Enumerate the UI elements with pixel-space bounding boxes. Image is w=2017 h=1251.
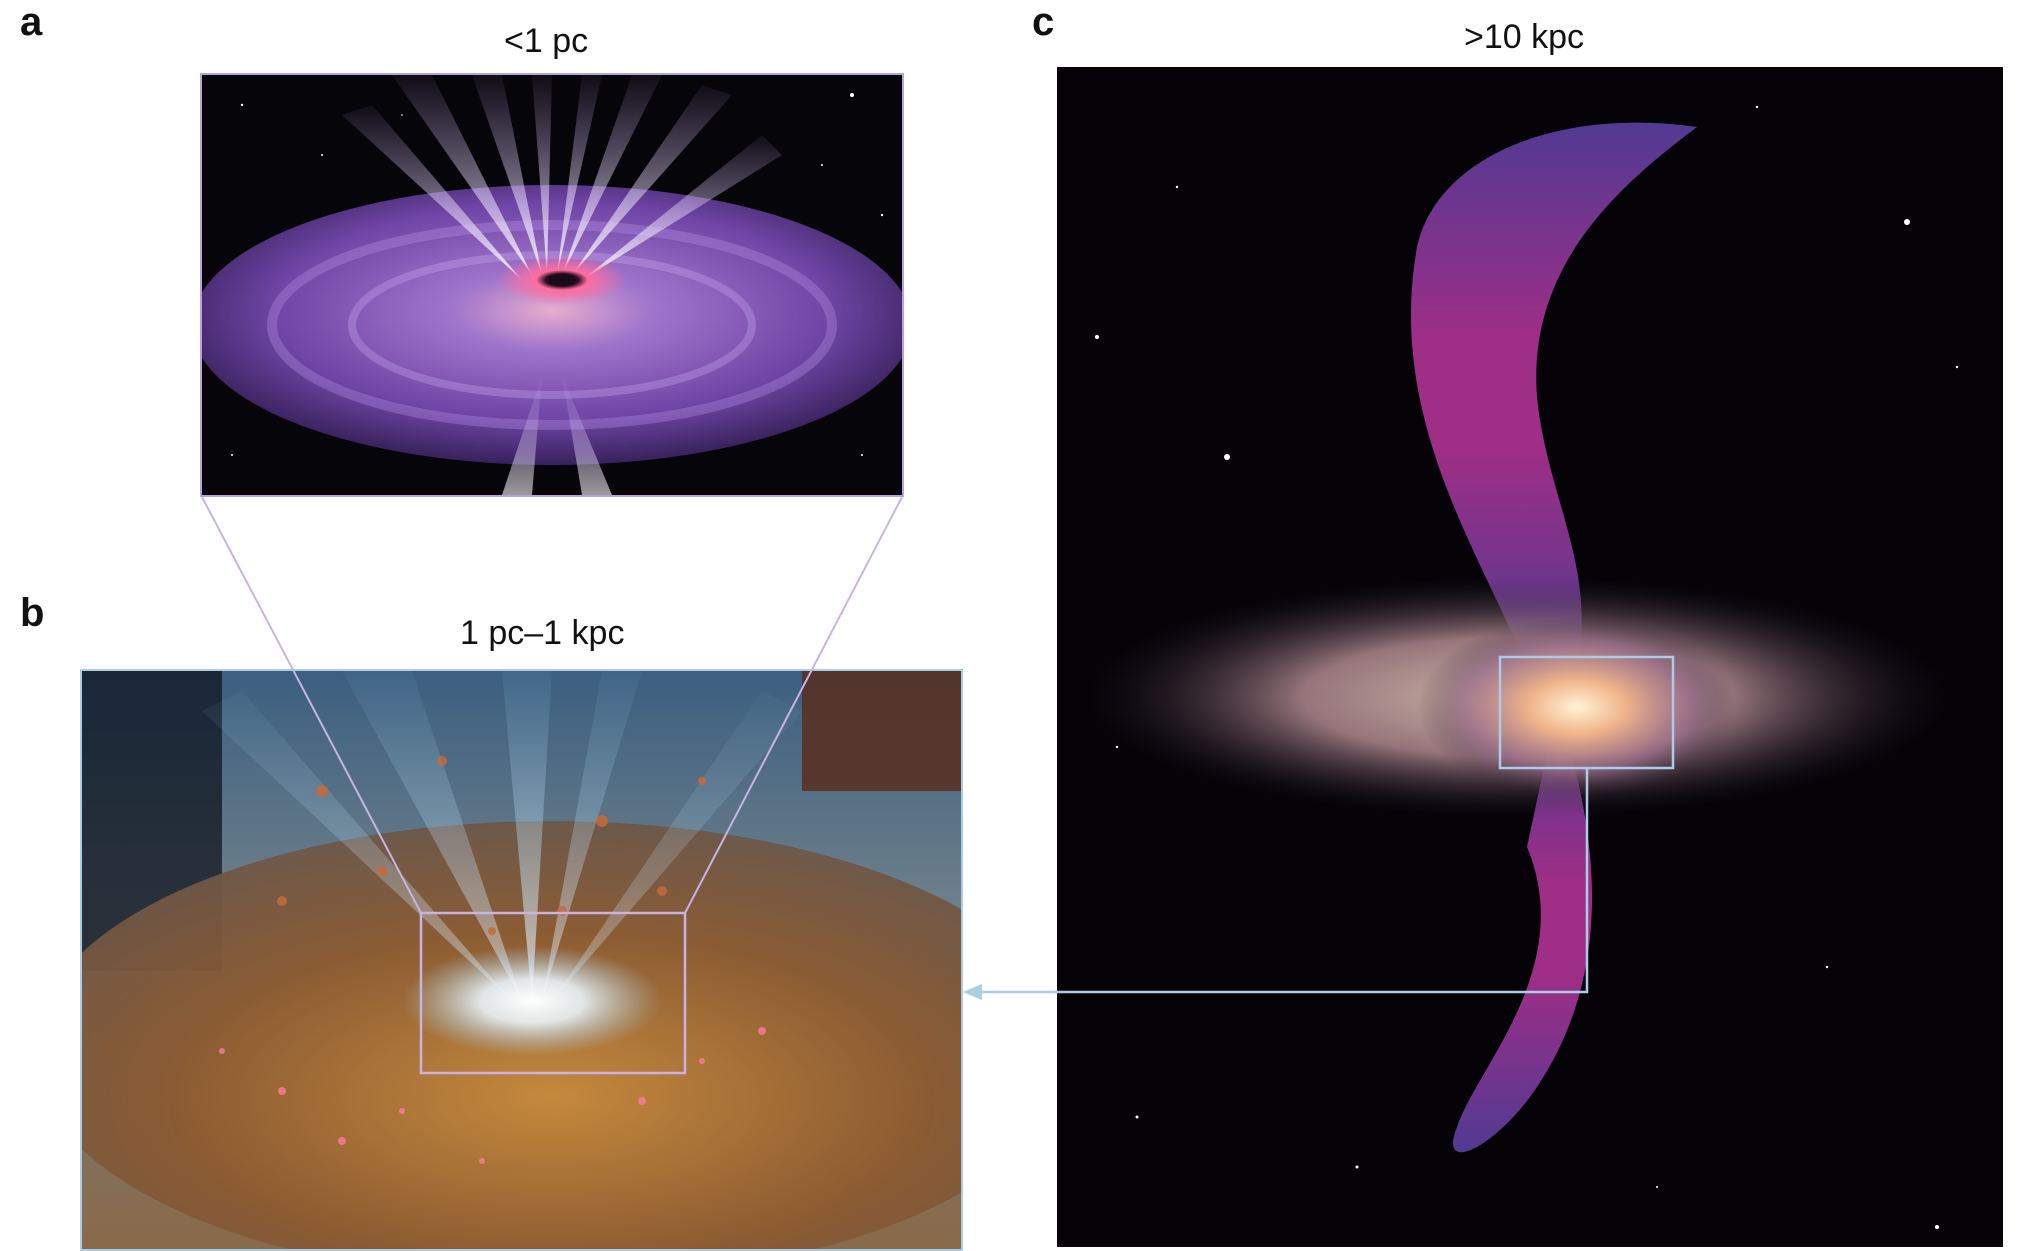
outflow-rays-a <box>342 75 782 495</box>
panel-letter-a: a <box>20 0 43 44</box>
panel-b-image <box>80 669 963 1251</box>
panel-a-image <box>200 73 904 497</box>
star-forming-knots-b <box>219 1027 766 1164</box>
panel-letter-b: b <box>20 591 45 635</box>
scale-label-b: 1 pc–1 kpc <box>460 614 625 652</box>
arrow-left-icon <box>963 984 982 1000</box>
scale-label-a: <1 pc <box>504 22 589 60</box>
panel-c-image <box>1057 67 2003 1247</box>
stars-c <box>1095 105 1959 1229</box>
scale-label-c: >10 kpc <box>1464 18 1585 56</box>
panel-letter-c: c <box>1032 0 1055 44</box>
